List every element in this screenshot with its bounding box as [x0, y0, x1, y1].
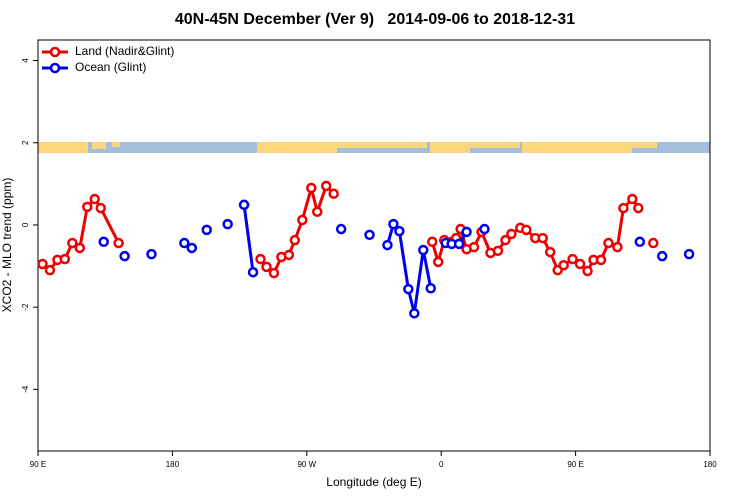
- y-tick-label: 4: [21, 58, 30, 63]
- y-tick-label: 2: [21, 140, 30, 145]
- data-point: [595, 254, 607, 266]
- data-point: [59, 253, 71, 265]
- data-point: [468, 241, 480, 253]
- data-point: [388, 218, 399, 230]
- data-point: [119, 250, 130, 262]
- data-point: [432, 256, 444, 268]
- data-point: [634, 236, 646, 248]
- data-point: [306, 182, 317, 194]
- data-point: [95, 202, 106, 214]
- data-point: [44, 264, 56, 276]
- data-point: [261, 261, 272, 273]
- plot-frame: [37, 39, 711, 452]
- legend-label: Land (Nadir&Glint): [75, 44, 174, 58]
- x-tick-label: 180: [166, 460, 180, 469]
- data-point: [521, 224, 532, 236]
- legend-marker: [49, 62, 61, 74]
- data-point: [146, 248, 157, 260]
- data-point: [426, 236, 438, 248]
- x-tick-label: 180: [703, 460, 717, 469]
- data-point: [289, 234, 301, 246]
- data-point: [418, 244, 429, 256]
- data-point: [479, 223, 490, 235]
- data-point: [394, 225, 405, 237]
- data-point: [74, 242, 86, 254]
- data-point: [328, 188, 339, 199]
- data-point: [425, 282, 436, 294]
- data-point: [201, 224, 212, 236]
- data-point: [582, 265, 593, 277]
- x-tick-label: 90 E: [567, 460, 583, 469]
- legend-label: Ocean (Glint): [75, 60, 146, 74]
- data-point: [612, 241, 623, 253]
- y-axis-label: XCO2 - MLO trend (ppm): [0, 178, 14, 313]
- x-tick-label: 90 E: [30, 460, 46, 469]
- data-point: [37, 258, 48, 270]
- data-point: [648, 237, 659, 249]
- data-point: [382, 239, 393, 251]
- data-point: [320, 180, 332, 192]
- series-line: [42, 186, 653, 273]
- data-point: [603, 237, 614, 249]
- legend-marker: [49, 46, 61, 58]
- chart-title: 40N-45N December (Ver 9) 2014-09-06 to 2…: [175, 11, 575, 28]
- data-point: [633, 202, 644, 214]
- data-point: [544, 246, 556, 258]
- data-point: [283, 249, 295, 261]
- data-point: [574, 258, 586, 270]
- data-point: [506, 228, 517, 240]
- x-axis-label: Longitude (deg E): [326, 475, 421, 489]
- data-point: [335, 223, 347, 235]
- data-point: [222, 218, 233, 230]
- land-ocean-strip: [38, 142, 710, 153]
- data-point: [297, 214, 308, 226]
- x-tick-label: 0: [439, 460, 444, 469]
- data-point: [492, 245, 504, 257]
- data-point: [67, 237, 78, 249]
- data-point: [364, 229, 375, 241]
- data-point: [627, 193, 638, 205]
- data-point: [558, 259, 569, 271]
- data-point: [618, 202, 629, 214]
- data-point: [89, 193, 100, 205]
- y-tick-label: -2: [21, 303, 30, 311]
- data-point: [656, 250, 668, 262]
- data-point: [268, 267, 280, 279]
- data-point: [500, 234, 511, 246]
- x-tick-label: 90 W: [297, 460, 316, 469]
- data-point: [403, 283, 414, 295]
- data-point: [82, 201, 93, 213]
- data-point: [247, 266, 259, 278]
- data-point: [179, 237, 190, 249]
- data-point: [238, 199, 250, 211]
- data-point: [113, 237, 124, 249]
- data-point: [409, 308, 420, 319]
- data-point: [567, 253, 578, 265]
- data-point: [461, 226, 472, 238]
- data-point: [255, 253, 266, 265]
- data-point: [683, 248, 695, 260]
- data-point: [312, 206, 323, 218]
- data-point: [98, 236, 109, 248]
- y-tick-label: 0: [21, 222, 30, 227]
- y-tick-label: -4: [21, 385, 30, 393]
- data-point: [186, 242, 198, 254]
- data-point: [453, 238, 465, 250]
- data-point: [537, 232, 548, 244]
